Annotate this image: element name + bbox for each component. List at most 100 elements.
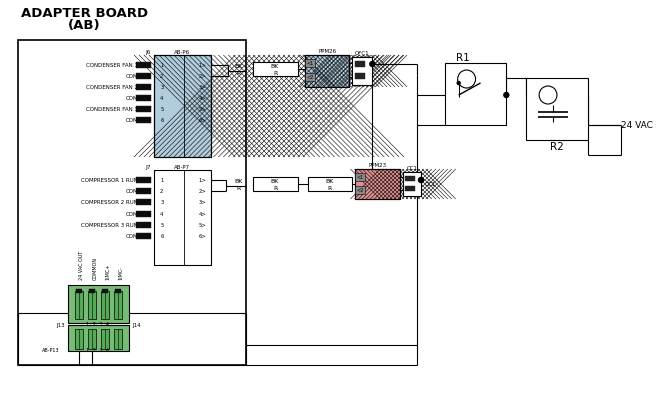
Bar — [445, 63, 506, 125]
Text: 6>: 6> — [199, 117, 207, 122]
Bar — [136, 62, 151, 68]
Text: CONDENSER FAN 1 OUT: CONDENSER FAN 1 OUT — [86, 62, 151, 68]
Bar — [136, 73, 151, 79]
Bar — [88, 291, 96, 319]
Bar — [102, 289, 108, 293]
Bar — [305, 73, 315, 81]
Text: 2: 2 — [160, 73, 164, 79]
Text: J14: J14 — [132, 322, 141, 327]
Text: 5: 5 — [160, 222, 164, 228]
Text: CC1: CC1 — [407, 166, 418, 171]
Text: J13: J13 — [56, 322, 65, 327]
Bar — [136, 211, 151, 217]
Text: <1: <1 — [357, 175, 364, 179]
Circle shape — [504, 92, 509, 98]
Bar — [136, 117, 151, 123]
Text: 2>: 2> — [199, 188, 207, 194]
Bar — [403, 172, 421, 196]
Bar — [308, 177, 352, 191]
Bar — [356, 169, 400, 199]
Text: 3>: 3> — [199, 85, 206, 90]
Text: 6: 6 — [160, 233, 164, 239]
Text: COMMON: COMMON — [92, 257, 97, 280]
Text: COMMON: COMMON — [125, 233, 151, 239]
Text: 2: 2 — [160, 188, 164, 194]
Text: R: R — [273, 70, 277, 75]
Bar — [101, 291, 109, 319]
Text: J6: J6 — [146, 49, 151, 55]
Bar — [101, 329, 109, 349]
Bar — [136, 233, 151, 239]
Text: 24 VAC OUT: 24 VAC OUT — [79, 251, 84, 280]
Bar — [136, 188, 151, 194]
Circle shape — [418, 177, 424, 182]
Bar — [356, 186, 366, 194]
Text: 1: 1 — [160, 177, 164, 182]
Bar — [136, 106, 151, 112]
Text: 3>: 3> — [199, 199, 206, 205]
Text: 4>: 4> — [199, 96, 207, 100]
Text: COMMON: COMMON — [125, 96, 151, 100]
Text: (AB): (AB) — [68, 19, 101, 32]
Text: 4: 4 — [160, 211, 164, 216]
Bar — [356, 169, 400, 199]
Text: AB-P13: AB-P13 — [42, 348, 59, 354]
Text: AB-P6: AB-P6 — [174, 49, 189, 55]
Text: OFC1: OFC1 — [355, 51, 370, 56]
Bar — [352, 57, 372, 85]
Text: COMMON: COMMON — [125, 211, 151, 216]
Text: 3: 3 — [160, 199, 164, 205]
Bar — [305, 59, 315, 67]
Bar — [136, 199, 151, 205]
Text: 1IMC-: 1IMC- — [118, 266, 123, 280]
Bar — [136, 177, 151, 183]
Text: R: R — [327, 186, 332, 190]
Text: 4>: 4> — [199, 211, 207, 216]
Text: BK: BK — [271, 64, 279, 68]
Bar — [136, 84, 151, 90]
Text: COMPRESSOR 1 RUN OUT: COMPRESSOR 1 RUN OUT — [81, 177, 151, 182]
Bar — [305, 55, 349, 87]
Text: COMMON: COMMON — [125, 73, 151, 79]
Text: 1>: 1> — [199, 177, 207, 182]
Text: PPM26: PPM26 — [318, 49, 336, 53]
Bar — [405, 186, 415, 191]
Text: CC1: CC1 — [425, 181, 436, 186]
Text: BK: BK — [234, 64, 242, 68]
Text: R: R — [236, 70, 240, 75]
Text: COMMON: COMMON — [125, 117, 151, 122]
Circle shape — [370, 62, 375, 66]
Bar — [253, 62, 298, 76]
Bar — [18, 40, 246, 365]
Text: CONDENSER FAN 2 OUT: CONDENSER FAN 2 OUT — [86, 85, 151, 90]
Bar — [253, 177, 298, 191]
Text: R: R — [273, 186, 277, 190]
Text: <2: <2 — [357, 188, 364, 192]
Bar — [154, 170, 211, 265]
Bar — [356, 61, 366, 67]
Bar — [114, 329, 122, 349]
Bar — [67, 285, 129, 323]
Text: 5: 5 — [160, 107, 164, 111]
Bar — [405, 176, 415, 181]
Text: 6>: 6> — [199, 233, 207, 239]
Text: <2: <2 — [306, 75, 314, 79]
Bar — [75, 329, 83, 349]
Text: 4: 4 — [160, 96, 164, 100]
Text: <1: <1 — [306, 60, 314, 66]
Text: R: R — [236, 186, 240, 190]
Bar — [89, 289, 95, 293]
Text: 1IMC+: 1IMC+ — [105, 263, 110, 280]
Bar — [356, 73, 366, 79]
Bar — [154, 55, 211, 157]
Text: J7: J7 — [145, 164, 151, 169]
Text: 1  2  3  4: 1 2 3 4 — [86, 348, 109, 354]
Text: PPM23: PPM23 — [369, 162, 387, 167]
Text: COMPRESSOR 2 RUN OUT: COMPRESSOR 2 RUN OUT — [81, 199, 151, 205]
Bar — [88, 329, 96, 349]
Bar — [67, 325, 129, 351]
Text: R1: R1 — [456, 53, 469, 63]
Text: 3: 3 — [160, 85, 164, 90]
Text: BK: BK — [234, 179, 242, 184]
Text: 24 VAC: 24 VAC — [620, 120, 652, 130]
